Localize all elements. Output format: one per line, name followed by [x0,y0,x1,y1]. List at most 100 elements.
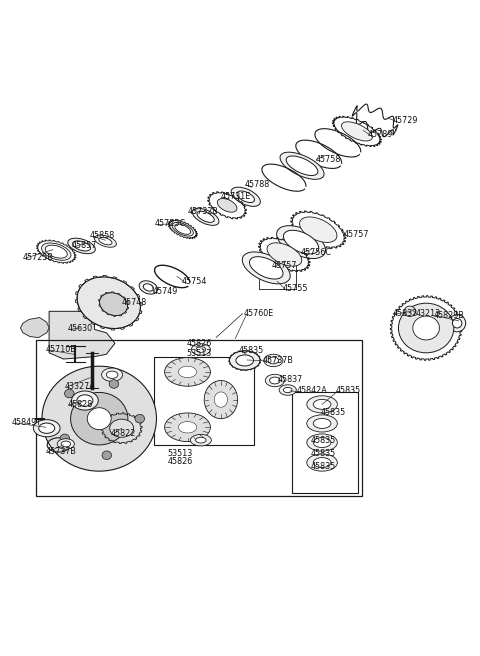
Ellipse shape [191,434,211,446]
Text: 45832: 45832 [393,309,418,318]
Ellipse shape [268,357,279,364]
Ellipse shape [102,451,111,460]
Text: 45748: 45748 [121,298,147,307]
Text: 45732B: 45732B [188,207,218,216]
Ellipse shape [237,191,254,203]
Ellipse shape [264,354,283,367]
Text: 45757: 45757 [344,230,370,239]
Polygon shape [49,312,115,359]
Text: 45755: 45755 [283,284,309,293]
Text: 43213: 43213 [416,309,441,318]
Text: 45826: 45826 [187,339,212,348]
Text: 45835: 45835 [311,462,336,471]
Ellipse shape [204,380,238,419]
Text: 45754: 45754 [182,277,207,286]
Ellipse shape [61,441,71,447]
Text: 45835: 45835 [311,449,336,457]
Ellipse shape [307,396,337,413]
Ellipse shape [102,368,122,381]
Text: 45857: 45857 [72,241,97,251]
Text: 45757: 45757 [272,262,298,270]
Text: 53513: 53513 [168,449,192,457]
Ellipse shape [72,391,98,410]
Ellipse shape [64,389,74,398]
Ellipse shape [34,420,60,437]
Ellipse shape [197,211,214,222]
Bar [154,357,254,445]
Bar [292,392,359,493]
Text: 45835: 45835 [239,346,264,356]
Ellipse shape [265,375,284,386]
Ellipse shape [139,281,157,294]
Ellipse shape [313,458,331,468]
Bar [36,340,362,496]
Ellipse shape [196,438,206,443]
Ellipse shape [196,346,205,352]
Text: 45822: 45822 [110,430,135,438]
Text: 45788: 45788 [245,180,270,190]
Text: 53513: 53513 [187,349,212,358]
Ellipse shape [60,434,70,443]
Ellipse shape [448,315,466,332]
Ellipse shape [307,454,337,471]
Text: 45731E: 45731E [221,192,251,201]
Ellipse shape [71,392,128,445]
Text: 45756C: 45756C [300,248,331,257]
Text: 45849T: 45849T [12,418,42,427]
Ellipse shape [87,407,111,430]
Text: 45826: 45826 [168,457,192,466]
Text: 45837: 45837 [277,375,302,384]
Text: 45723C: 45723C [155,220,186,228]
Ellipse shape [109,380,119,388]
Ellipse shape [165,413,210,441]
Ellipse shape [99,293,128,316]
Text: 45835: 45835 [311,436,336,445]
Ellipse shape [313,419,331,428]
Ellipse shape [229,351,260,370]
Text: 45789: 45789 [368,131,393,139]
Ellipse shape [72,241,91,251]
Text: 45760E: 45760E [244,309,274,318]
Ellipse shape [179,422,197,433]
Ellipse shape [398,303,454,353]
Ellipse shape [242,252,290,284]
Ellipse shape [144,284,154,291]
Text: 45829B: 45829B [433,310,464,319]
Text: 43327A: 43327A [64,382,95,391]
Ellipse shape [307,415,337,432]
Ellipse shape [175,224,191,234]
Ellipse shape [42,366,156,471]
Text: 45858: 45858 [90,232,115,240]
Ellipse shape [39,423,55,434]
Text: 45737B: 45737B [263,356,294,365]
Ellipse shape [236,355,253,366]
Ellipse shape [284,230,319,254]
Text: 45749: 45749 [152,287,178,296]
Ellipse shape [192,208,219,226]
Ellipse shape [68,238,96,254]
Ellipse shape [99,237,112,245]
Ellipse shape [214,392,228,407]
Ellipse shape [231,187,260,207]
Ellipse shape [267,243,302,266]
Ellipse shape [279,385,296,396]
Text: 45828: 45828 [67,400,93,409]
Polygon shape [21,318,49,338]
Text: 45842A: 45842A [296,386,327,396]
Text: 45835: 45835 [336,386,360,396]
Ellipse shape [77,277,141,329]
Text: 45737B: 45737B [45,447,76,456]
Ellipse shape [313,400,331,409]
Ellipse shape [107,371,118,379]
Ellipse shape [95,235,117,247]
Ellipse shape [270,377,280,384]
Ellipse shape [341,122,372,141]
Ellipse shape [77,395,93,406]
Text: 45835: 45835 [320,409,346,417]
Ellipse shape [300,217,337,243]
Ellipse shape [307,434,337,451]
Ellipse shape [453,319,462,328]
Ellipse shape [250,256,283,279]
Text: 45710B: 45710B [45,345,76,354]
Ellipse shape [42,243,71,260]
